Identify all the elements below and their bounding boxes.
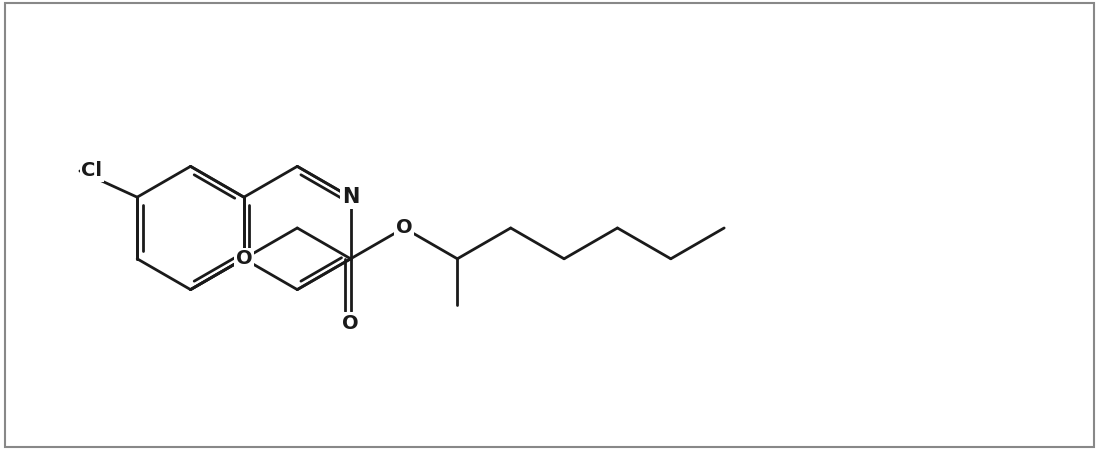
Text: O: O <box>342 314 359 333</box>
Text: O: O <box>396 219 412 238</box>
Text: N: N <box>342 187 359 207</box>
Text: Cl: Cl <box>81 162 102 180</box>
Text: O: O <box>235 249 252 268</box>
